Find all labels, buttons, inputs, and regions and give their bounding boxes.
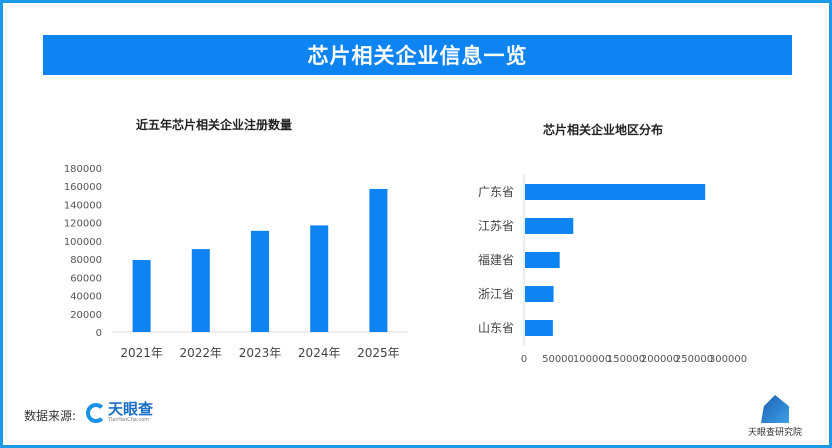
y-tick-label: 20000 [70,310,102,321]
institute-mark-icon [761,395,789,423]
y-tick-label: 160000 [64,182,102,193]
y-tick-label: 0 [96,328,102,339]
left-chart-title: 近五年芯片相关企业注册数量 [136,118,293,132]
bar [525,252,560,268]
y-tick-label: 广东省 [478,185,514,199]
x-tick-label: 200000 [641,354,679,365]
x-tick-label: 2021年 [120,346,163,360]
x-tick-label: 2022年 [180,346,223,360]
x-tick-label: 2025年 [357,346,400,360]
x-tick-label: 150000 [607,354,645,365]
bar [310,225,329,332]
x-tick-label: 0 [521,354,527,365]
y-tick-label: 山东省 [478,321,514,335]
bar [191,249,210,332]
logo-icon [86,403,106,423]
tianyancha-logo: 天眼查 TianYanCha.com [86,402,153,424]
right-chart-title: 芯片相关企业地区分布 [543,123,664,137]
y-tick-label: 江苏省 [478,219,514,233]
bar [132,260,151,332]
x-tick-label: 300000 [709,354,747,365]
institute-label: 天眼查研究院 [747,428,802,438]
y-tick-label: 60000 [70,273,102,284]
y-tick-label: 180000 [64,164,102,175]
source-label: 数据来源: [24,409,77,423]
y-tick-label: 80000 [70,255,102,266]
x-tick-label: 250000 [675,354,713,365]
bar [525,218,574,234]
x-tick-label: 2024年 [298,346,341,360]
y-tick-label: 120000 [64,219,102,230]
y-tick-label: 浙江省 [478,287,514,301]
institute-logo: 天眼查研究院 [747,395,803,438]
logo-subtext: TianYanCha.com [108,417,150,423]
y-tick-label: 140000 [64,200,102,211]
y-tick-label: 100000 [64,237,102,248]
y-tick-label: 福建省 [478,252,514,267]
y-tick-label: 40000 [70,292,102,303]
bar [369,188,388,332]
x-tick-label: 100000 [573,354,611,365]
bar [525,320,553,336]
bar [525,286,554,302]
page-title: 芯片相关企业信息一览 [43,35,792,75]
logo-text: 天眼查 [108,400,154,418]
bar [525,184,706,200]
x-tick-label: 50000 [542,354,574,365]
x-tick-label: 2023年 [239,346,282,360]
bar [251,230,269,332]
